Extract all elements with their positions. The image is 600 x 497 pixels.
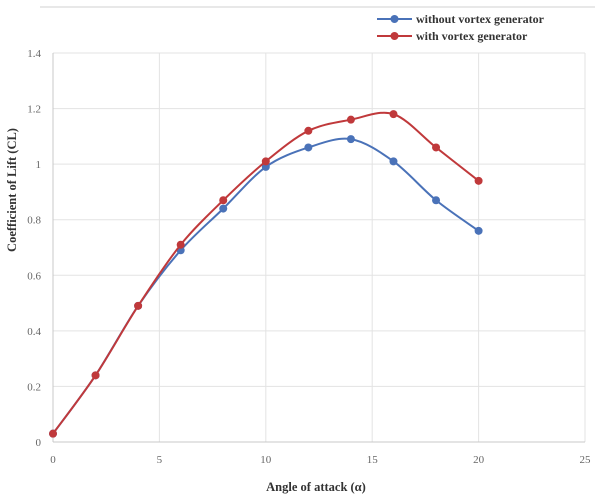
data-point [432, 196, 441, 205]
series-1 [49, 110, 483, 438]
y-tick-label: 1 [36, 159, 42, 171]
grid-lines [53, 52, 586, 442]
x-tick-label: 0 [50, 454, 56, 466]
data-point [304, 143, 313, 152]
legend-label: without vortex generator [416, 12, 545, 26]
y-axis-label: Coefficient of Lift (CL) [5, 128, 19, 252]
legend: without vortex generator with vortex gene… [377, 12, 545, 43]
x-axis-label: Angle of attack (α) [266, 480, 366, 494]
y-tick-label: 1.4 [27, 48, 41, 60]
legend-marker [390, 15, 399, 23]
y-tick-label: 0 [36, 437, 42, 449]
data-point [261, 157, 270, 166]
y-tick-label: 1.2 [27, 104, 41, 116]
axes: 0 0.2 0.4 0.6 0.8 1 1.2 1.4 0 5 10 15 20 25 [27, 48, 591, 466]
series-line [52, 111, 480, 435]
data-point [474, 176, 483, 185]
legend-label: with vortex generator [416, 29, 528, 43]
legend-item: without vortex generator [377, 12, 545, 26]
data-point [134, 301, 143, 310]
data-point [91, 371, 100, 380]
x-tick-label: 20 [473, 454, 485, 466]
data-point [346, 135, 355, 144]
legend-item: with vortex generator [377, 29, 528, 43]
y-tick-label: 0.6 [27, 270, 41, 282]
series-layer [49, 110, 483, 438]
data-point [219, 204, 228, 213]
data-point [474, 226, 483, 235]
data-point [389, 157, 398, 166]
x-tick-label: 10 [260, 454, 272, 466]
x-tick-label: 15 [367, 454, 379, 466]
x-tick-label: 25 [580, 454, 592, 466]
data-point [261, 162, 270, 171]
data-point [346, 115, 355, 124]
y-tick-label: 0.2 [27, 381, 41, 393]
data-point [176, 240, 185, 249]
data-point [49, 429, 57, 438]
data-point [432, 143, 441, 152]
data-point [304, 126, 313, 135]
x-tick-label: 5 [157, 454, 163, 466]
data-point [219, 196, 228, 205]
data-point [389, 110, 398, 119]
legend-marker [390, 32, 399, 40]
y-tick-label: 0.4 [27, 326, 41, 338]
y-tick-label: 0.8 [27, 215, 41, 227]
